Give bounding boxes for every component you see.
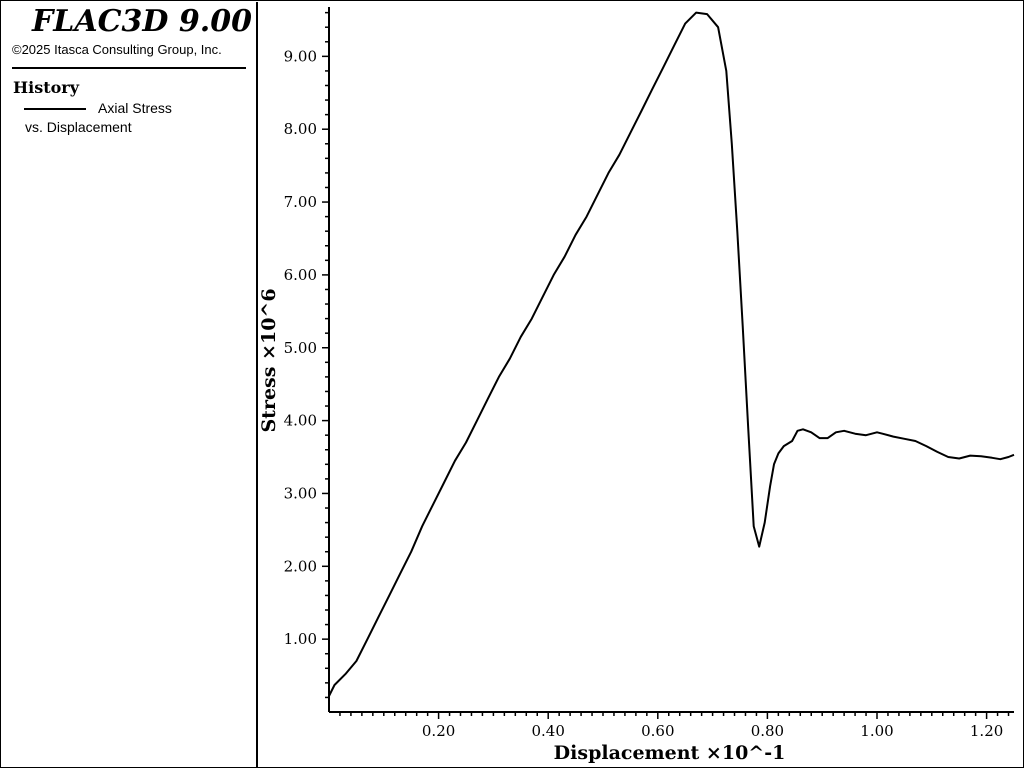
history-heading: History bbox=[13, 78, 79, 97]
y-tick-label: 9.00 bbox=[284, 47, 317, 65]
app-title: FLAC3D 9.00 bbox=[32, 4, 252, 39]
y-tick-label: 1.00 bbox=[284, 630, 317, 648]
x-tick-label: 0.80 bbox=[751, 722, 784, 740]
title-divider bbox=[12, 67, 246, 69]
x-axis-title: Displacement ×10^-1 bbox=[554, 742, 786, 764]
y-tick-label: 5.00 bbox=[284, 339, 317, 357]
y-tick-label: 6.00 bbox=[284, 266, 317, 284]
y-tick-label: 3.00 bbox=[284, 484, 317, 502]
legend-label-line1: Axial Stress bbox=[98, 100, 172, 116]
x-tick-label: 0.60 bbox=[641, 722, 674, 740]
legend-line-swatch bbox=[24, 108, 86, 110]
tick-marks bbox=[322, 11, 1010, 719]
x-tick-label: 1.00 bbox=[860, 722, 893, 740]
legend-panel: FLAC3D 9.00 ©2025 Itasca Consulting Grou… bbox=[2, 2, 258, 767]
y-tick-label: 4.00 bbox=[284, 412, 317, 430]
x-tick-label: 1.20 bbox=[970, 722, 1003, 740]
y-tick-label: 2.00 bbox=[284, 557, 317, 575]
y-axis-title: Stress ×10^6 bbox=[258, 288, 280, 432]
series-line-axial-stress bbox=[328, 11, 1015, 697]
x-tick-label: 0.40 bbox=[531, 722, 564, 740]
y-tick-label: 8.00 bbox=[284, 120, 317, 138]
axes bbox=[328, 7, 1014, 713]
legend-label-line2: vs. Displacement bbox=[25, 119, 132, 135]
copyright-text: ©2025 Itasca Consulting Group, Inc. bbox=[12, 42, 222, 57]
x-tick-label: 0.20 bbox=[422, 722, 455, 740]
tick-labels: 0.20 0.40 0.60 0.80 1.00 1.20 1.00 2.00 3.00 4.00… bbox=[284, 47, 1004, 740]
y-tick-label: 7.00 bbox=[284, 193, 317, 211]
